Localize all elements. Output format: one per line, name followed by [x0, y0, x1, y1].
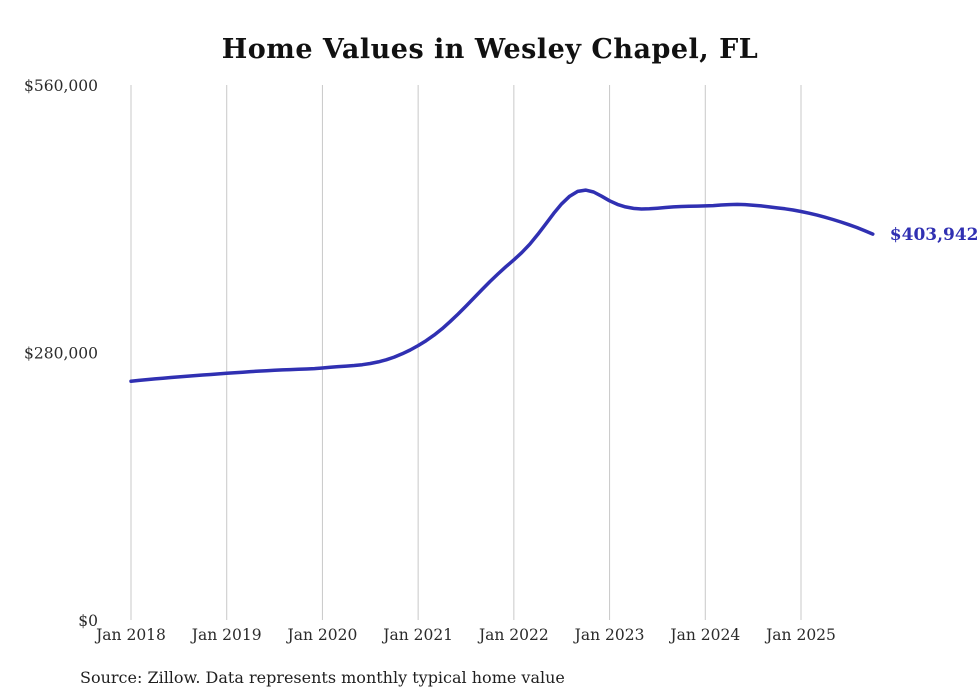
x-axis-tick-label: Jan 2019	[190, 626, 262, 644]
y-axis-tick-label: $280,000	[24, 345, 98, 363]
home-value-line	[129, 188, 875, 383]
y-axis-tick-label: $0	[78, 612, 98, 630]
latest-value-label: $403,942	[890, 225, 979, 245]
chart-title: Home Values in Wesley Chapel, FL	[221, 34, 759, 65]
x-axis-tick-label: Jan 2022	[477, 626, 549, 644]
source-attribution: Source: Zillow. Data represents monthly …	[80, 668, 565, 687]
x-axis-tick-label: Jan 2024	[668, 626, 740, 644]
x-axis-tick-label: Jan 2020	[286, 626, 358, 644]
x-axis-tick-label: Jan 2023	[573, 626, 645, 644]
y-axis-tick-label: $560,000	[24, 77, 98, 95]
x-axis-tick-label: Jan 2021	[381, 626, 453, 644]
x-axis-tick-label: Jan 2018	[94, 626, 166, 644]
x-axis-tick-label: Jan 2025	[764, 626, 836, 644]
